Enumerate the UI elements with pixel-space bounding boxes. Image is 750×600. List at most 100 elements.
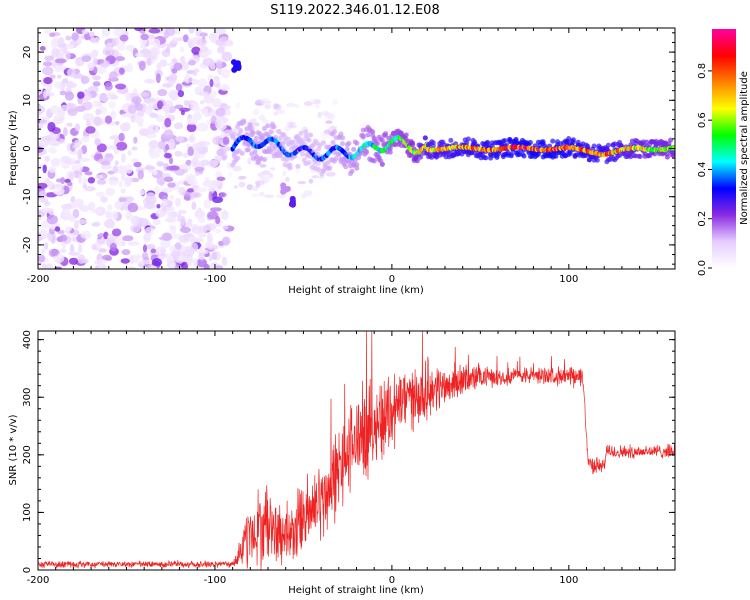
heatmap-cell [115,141,128,151]
heatmap-cell [297,180,307,184]
heatmap-cell [68,257,79,265]
heatmap-cell [259,164,267,168]
heatmap-cell [94,138,101,146]
heatmap-cell [71,32,79,41]
heatmap-cell [340,141,346,147]
heatmap-cell [95,108,102,116]
heatmap-cell [142,244,148,253]
heatmap-cell [192,112,203,121]
heatmap-cell [207,210,219,220]
heatmap-cell [148,139,159,150]
heatmap-cell [315,104,320,109]
heatmap-cell [74,219,79,230]
chart-title: S119.2022.346.01.12.E08 [270,3,439,18]
heatmap-cell [116,42,126,51]
heatmap-cell [139,259,152,265]
heatmap-cell [120,171,126,182]
heatmap-cell [174,264,182,269]
heatmap-cell [89,31,95,38]
heatmap-cell [124,176,133,186]
heatmap-cell [354,140,360,146]
heatmap-cell [181,81,193,86]
heatmap-cell [300,137,306,143]
heatmap-cell [244,132,250,138]
snr-y-label: SNR (10 * v/v) [8,414,19,485]
heatmap-cell [47,180,54,189]
heatmap-cell [330,140,336,146]
heatmap-cell [137,169,144,180]
heatmap-cell [131,157,139,163]
heatmap-cell [220,68,231,79]
heatmap-cell [310,98,315,104]
snr-x-label: Height of straight line (km) [288,585,424,596]
heatmap-cell [325,160,331,166]
heatmap-cell [115,120,120,126]
heatmap-cell [222,225,229,230]
heatmap-cell [111,228,122,237]
y-tick-label: 400 [22,330,33,349]
heatmap-cell [96,179,107,185]
heatmap-cell [109,176,119,181]
heatmap-cell [178,186,186,196]
heatmap-cell [186,177,195,185]
heatmap-cell [109,135,121,140]
heatmap-cell [81,135,90,143]
heatmap-cell [144,105,153,116]
heatmap-cell [264,104,272,110]
heatmap-cell [74,123,81,132]
heatmap-cell [103,231,109,240]
heatmap-cell [144,195,157,205]
heatmap-cell [254,180,265,186]
heatmap-cell [239,150,245,156]
heatmap-cell [363,149,369,155]
heatmap-cell [90,50,98,59]
heatmap-cell [82,176,88,185]
heatmap-cell [332,129,338,135]
heatmap-cell [303,129,309,135]
heatmap-cell [59,234,68,242]
heatmap-cell [105,187,116,196]
heatmap-cell [43,29,51,34]
heatmap-cell [110,110,117,121]
heatmap-cell [143,79,156,84]
heatmap-cell [107,170,115,175]
heatmap-cell [567,151,573,157]
heatmap-cell [215,170,223,179]
colorbar-ticks: 0.0 0.2 0.4 0.6 0.8 [697,63,712,276]
heatmap-cell [261,157,267,163]
heatmap-cell [180,215,186,226]
heatmap-cell [221,236,231,246]
heatmap-cell [132,226,140,233]
heatmap-cell [147,124,159,134]
heatmap-cell [280,184,287,191]
heatmap-cell [134,103,144,111]
heatmap-cell [72,201,79,208]
heatmap-cell [138,189,146,196]
heatmap-cell [275,109,286,115]
heatmap-cell [49,105,61,114]
heatmap-cell [268,149,274,155]
heatmap-cell [112,28,125,37]
heatmap-cell [137,217,149,227]
heatmap-cell [308,132,314,138]
heatmap-cell [140,33,149,41]
heatmap-cell [346,140,352,146]
heatmap-cell [261,118,269,124]
heatmap-cell [115,83,127,90]
heatmap-cell [65,43,75,50]
heatmap-cell [282,170,287,177]
heatmap-cell [141,251,149,261]
snr-series [38,331,675,570]
heatmap-cell [44,201,51,207]
heatmap-cell [66,80,74,89]
heatmap-cell [209,78,214,88]
heatmap-cell [77,254,86,264]
heatmap-cell [66,102,74,109]
heatmap-cell [585,143,591,149]
heatmap-cell [344,146,350,152]
heatmap-cell [155,115,165,123]
heatmap-cell [93,116,102,127]
heatmap-cell [101,28,111,37]
heatmap-cell [65,51,71,60]
heatmap-cell [121,240,126,247]
